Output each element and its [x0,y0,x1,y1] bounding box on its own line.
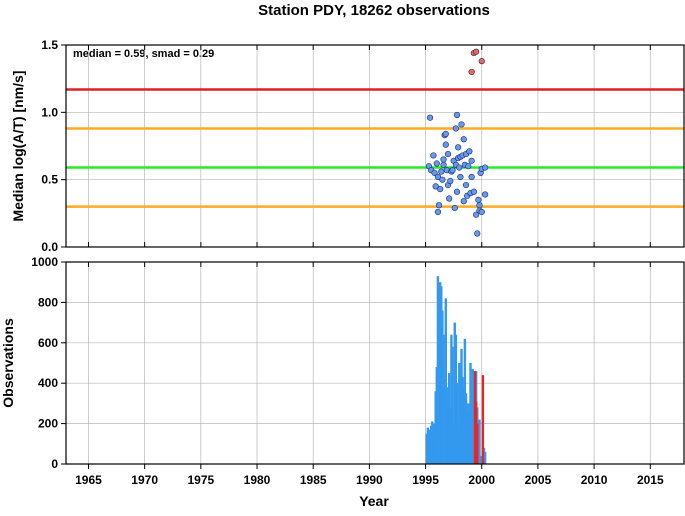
x-tick-label: 1985 [300,473,327,487]
data-point [440,156,447,163]
data-point [442,141,449,148]
data-point [470,188,477,195]
x-tick-label: 1970 [131,473,158,487]
data-point [460,136,467,143]
histogram-bar [479,455,482,464]
x-tick-label: 2000 [468,473,495,487]
scatter-panel: 0.0 0.5 1.0 1.5 [41,38,685,254]
data-point [431,169,438,177]
chart-title: Station PDY, 18262 observations [258,2,490,19]
data-point [473,211,480,218]
data-point [458,121,465,128]
data-point [482,164,489,171]
data-point [452,125,460,132]
histogram-bar [478,419,481,464]
data-point [478,58,485,65]
x-axis-label: Year [359,493,389,509]
x-tick-label: 1990 [356,473,383,487]
x-tick-label: 1975 [187,473,214,487]
top-y-tick-label: 0.0 [41,240,58,254]
data-point [478,208,485,216]
data-point [439,176,446,183]
top-y-tick-label: 0.5 [41,173,58,187]
data-point [468,173,475,181]
data-point [453,111,461,119]
data-point [432,183,439,190]
histogram-panel: 1965 1970 1975 1980 1985 1990 1995 2000 2005 2010… [31,255,685,487]
x-tick-label: 1980 [244,473,271,487]
histogram-bar [455,383,459,464]
data-point [457,173,464,181]
data-point [433,160,440,167]
data-point [438,168,445,175]
data-point [434,173,442,181]
x-tick-label: 2010 [581,473,608,487]
data-point [440,161,447,168]
data-point [453,188,461,195]
histogram-bar [451,346,454,464]
bottom-y-tick-label: 400 [38,376,58,390]
data-point [437,185,444,193]
data-point [466,148,473,155]
bottom-y-tick-label: 0 [51,457,58,471]
data-point [465,163,472,170]
x-tick-label: 2015 [637,473,664,487]
data-point [462,181,470,189]
bottom-y-tick-label: 200 [38,417,58,431]
data-point [468,157,475,164]
bottom-y-tick-label: 1000 [31,255,58,269]
data-point [468,68,475,76]
data-point [473,48,480,55]
data-point [426,114,434,121]
histogram-bar [481,375,485,464]
bottom-y-tick-label: 800 [38,295,58,309]
data-point [430,152,437,159]
data-point [451,204,458,212]
data-point [442,130,449,137]
top-y-axis-label: Median log(A/T) [nm/s] [10,71,26,222]
bottom-y-tick-label: 600 [38,336,58,350]
x-tick-label: 1965 [75,473,102,487]
x-tick-label: 1995 [412,473,439,487]
data-point [434,208,442,216]
data-point [475,196,482,203]
data-point [444,150,452,158]
data-point [456,164,463,171]
data-point [474,230,481,237]
bottom-y-axis-label: Observations [0,318,16,408]
data-point [435,202,443,209]
x-tick-label: 2005 [525,473,552,487]
data-point [449,167,456,174]
bottom-plot-frame [65,261,685,465]
top-plot-frame [65,44,685,248]
histogram-bar [444,298,447,464]
histogram-bar [476,423,479,464]
data-point [460,198,467,205]
data-point [455,144,462,151]
stats-annotation: median = 0.59, smad = 0.29 [73,48,214,60]
data-point [482,191,489,198]
data-point [476,202,483,209]
histogram-bar [483,451,487,464]
data-point [447,177,454,185]
top-y-tick-label: 1.5 [41,38,58,52]
top-y-tick-label: 1.0 [41,105,58,119]
data-point [446,195,453,202]
